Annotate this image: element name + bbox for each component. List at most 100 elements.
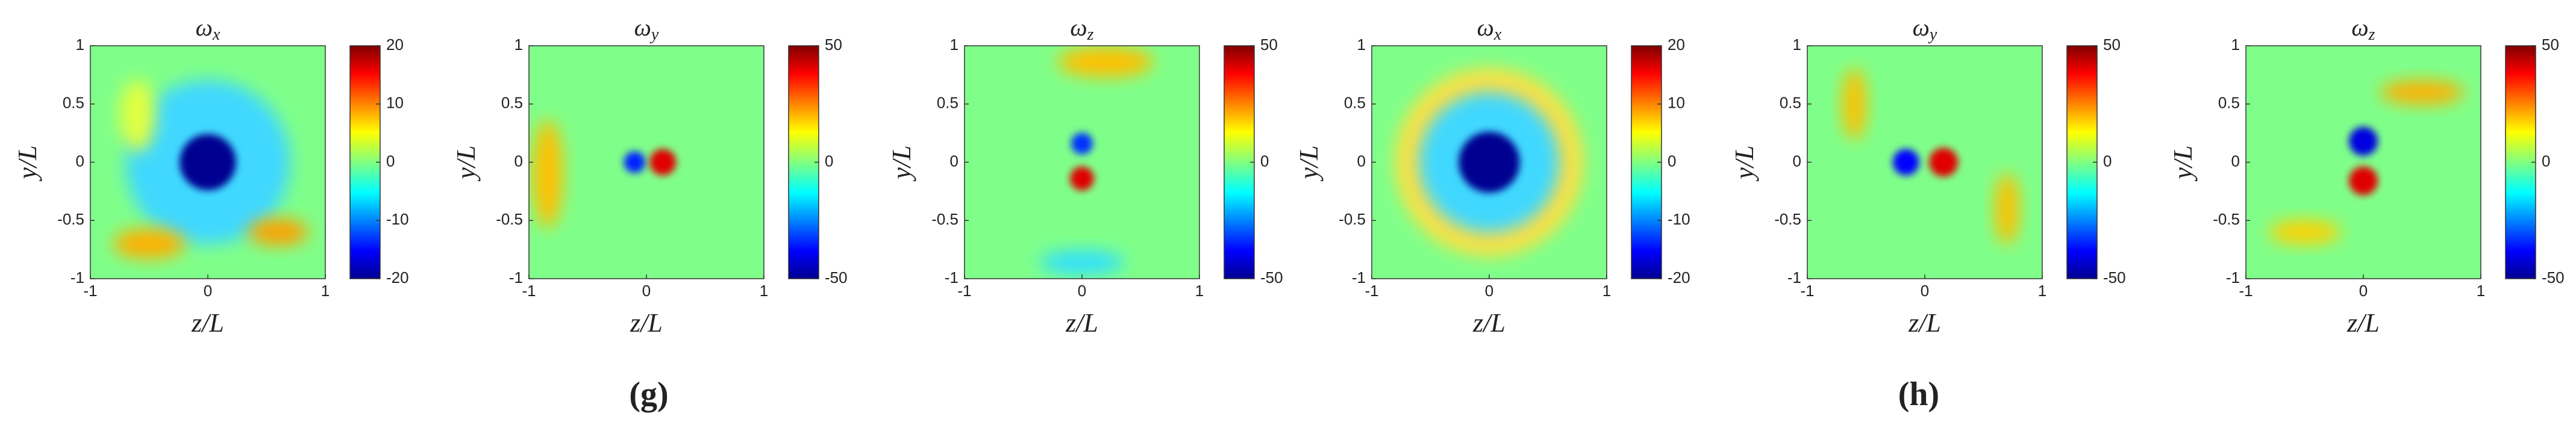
colorbar-tick-label: -10: [386, 210, 409, 228]
y-tick-label: 1: [1357, 36, 1366, 54]
x-tick-label: 1: [321, 282, 330, 300]
y-tick-label: 1: [76, 36, 84, 54]
x-tick-label: 0: [1921, 282, 1929, 300]
x-axis-label: z/L: [630, 308, 663, 338]
y-tick-label: -0.5: [496, 210, 523, 228]
chart-title: ωx: [1477, 14, 1502, 44]
y-tick-label: 0.5: [937, 94, 958, 112]
y-tick-label: 0: [76, 152, 84, 170]
x-tick-label: -1: [522, 282, 536, 300]
heatmap-field: [2246, 46, 2481, 279]
y-tick-label: 1: [2231, 36, 2240, 54]
colorbar-tick-label: 0: [386, 152, 395, 170]
y-tick-label: -1: [70, 268, 84, 287]
title-subscript: y: [649, 25, 659, 44]
colorbar-tick-label: 10: [1668, 94, 1685, 112]
colorbar-tick-label: -50: [1260, 268, 1283, 287]
y-tick-label: 0: [1793, 152, 1801, 170]
y-tick-label: -0.5: [1774, 210, 1801, 228]
title-symbol: ω: [634, 14, 651, 41]
colorbar-tick-label: 20: [386, 36, 404, 54]
y-tick-label: 0: [514, 152, 523, 170]
x-tick-label: 1: [1602, 282, 1611, 300]
y-tick-label: 0: [1357, 152, 1366, 170]
panel: ωy -1 0 1 -1 -0.5 0 0.5 1 z/L y/L -50 0 50: [1730, 14, 2125, 338]
y-tick-label: -0.5: [2213, 210, 2240, 228]
y-tick-label: 1: [514, 36, 523, 54]
y-axis-label: y/L: [1730, 145, 1759, 181]
colorbar-tick-label: 0: [825, 152, 833, 170]
colorbar-tick-label: -20: [1668, 268, 1690, 287]
chart-title: ωy: [634, 14, 659, 44]
colorbar: [2505, 45, 2536, 279]
title-symbol: ω: [1477, 14, 1494, 41]
colorbar-tick-label: 50: [2542, 36, 2559, 54]
y-tick-label: 0.5: [1344, 94, 1366, 112]
heatmap-field: [1372, 46, 1607, 279]
colorbar-tick-label: -50: [2542, 268, 2565, 287]
chart-title: ωz: [2351, 14, 2375, 44]
y-tick-label: -0.5: [57, 210, 84, 228]
x-tick-label: 0: [1078, 282, 1086, 300]
y-tick-label: -1: [1352, 268, 1366, 287]
y-tick-label: 0.5: [501, 94, 523, 112]
colorbar-tick-label: 0: [2103, 152, 2112, 170]
y-tick-label: -1: [509, 268, 523, 287]
y-tick-label: -1: [2226, 268, 2240, 287]
panel-label: (h): [1898, 376, 1939, 413]
panel: ωy -1 0 1 -1 -0.5 0 0.5 1 z/L y/L -50 0 50: [451, 14, 847, 338]
x-tick-label: 1: [1195, 282, 1204, 300]
x-axis-label: z/L: [1065, 308, 1098, 338]
heatmap-field: [1807, 46, 2042, 279]
y-tick-label: 0: [2231, 152, 2240, 170]
colorbar-tick-label: 50: [2103, 36, 2121, 54]
chart-title: ωy: [1913, 14, 1937, 44]
y-axis-label: y/L: [13, 145, 42, 181]
colorbar-tick-label: -50: [2103, 268, 2126, 287]
y-axis-label: y/L: [887, 145, 916, 181]
title-symbol: ω: [196, 14, 213, 41]
x-tick-label: -1: [83, 282, 97, 300]
x-tick-label: 1: [2038, 282, 2046, 300]
x-tick-label: -1: [1365, 282, 1378, 300]
x-axis-label: z/L: [2346, 308, 2380, 338]
x-axis-label: z/L: [1908, 308, 1941, 338]
y-tick-label: 1: [1793, 36, 1801, 54]
x-tick-label: -1: [2239, 282, 2252, 300]
colorbar: [1224, 45, 1255, 279]
x-tick-label: 0: [204, 282, 212, 300]
y-axis-label: y/L: [451, 145, 481, 181]
colorbar-tick-label: 20: [1668, 36, 1685, 54]
y-tick-label: -1: [945, 268, 958, 287]
title-subscript: x: [212, 25, 220, 44]
y-tick-label: -1: [1787, 268, 1801, 287]
heatmap-field: [90, 46, 325, 279]
y-axis-label: y/L: [2168, 145, 2198, 181]
chart-title: ωz: [1070, 14, 1093, 44]
panel: ωz -1 0 1 -1 -0.5 0 0.5 1 z/L y/L -50 0 50: [2168, 14, 2564, 338]
y-tick-label: 0.5: [63, 94, 84, 112]
y-axis-label: y/L: [1294, 145, 1324, 181]
y-tick-label: 1: [950, 36, 958, 54]
colorbar-tick-label: 0: [2542, 152, 2550, 170]
title-subscript: z: [1087, 25, 1094, 44]
colorbar: [1631, 45, 1662, 279]
colorbar-tick-label: -50: [825, 268, 848, 287]
y-tick-label: -0.5: [931, 210, 958, 228]
title-symbol: ω: [1913, 14, 1930, 41]
colorbar-tick-label: 0: [1260, 152, 1269, 170]
x-tick-label: 0: [1485, 282, 1493, 300]
x-tick-label: -1: [957, 282, 971, 300]
x-tick-label: -1: [1800, 282, 1814, 300]
colorbar-tick-label: -10: [1668, 210, 1690, 228]
title-symbol: ω: [1070, 14, 1087, 41]
colorbar: [2066, 45, 2098, 279]
title-symbol: ω: [2351, 14, 2368, 41]
y-tick-label: 0.5: [1780, 94, 1801, 112]
colorbar-tick-label: -20: [386, 268, 409, 287]
colorbar-tick-label: 50: [1260, 36, 1278, 54]
colorbar-tick-label: 10: [386, 94, 404, 112]
y-tick-label: 0.5: [2218, 94, 2240, 112]
